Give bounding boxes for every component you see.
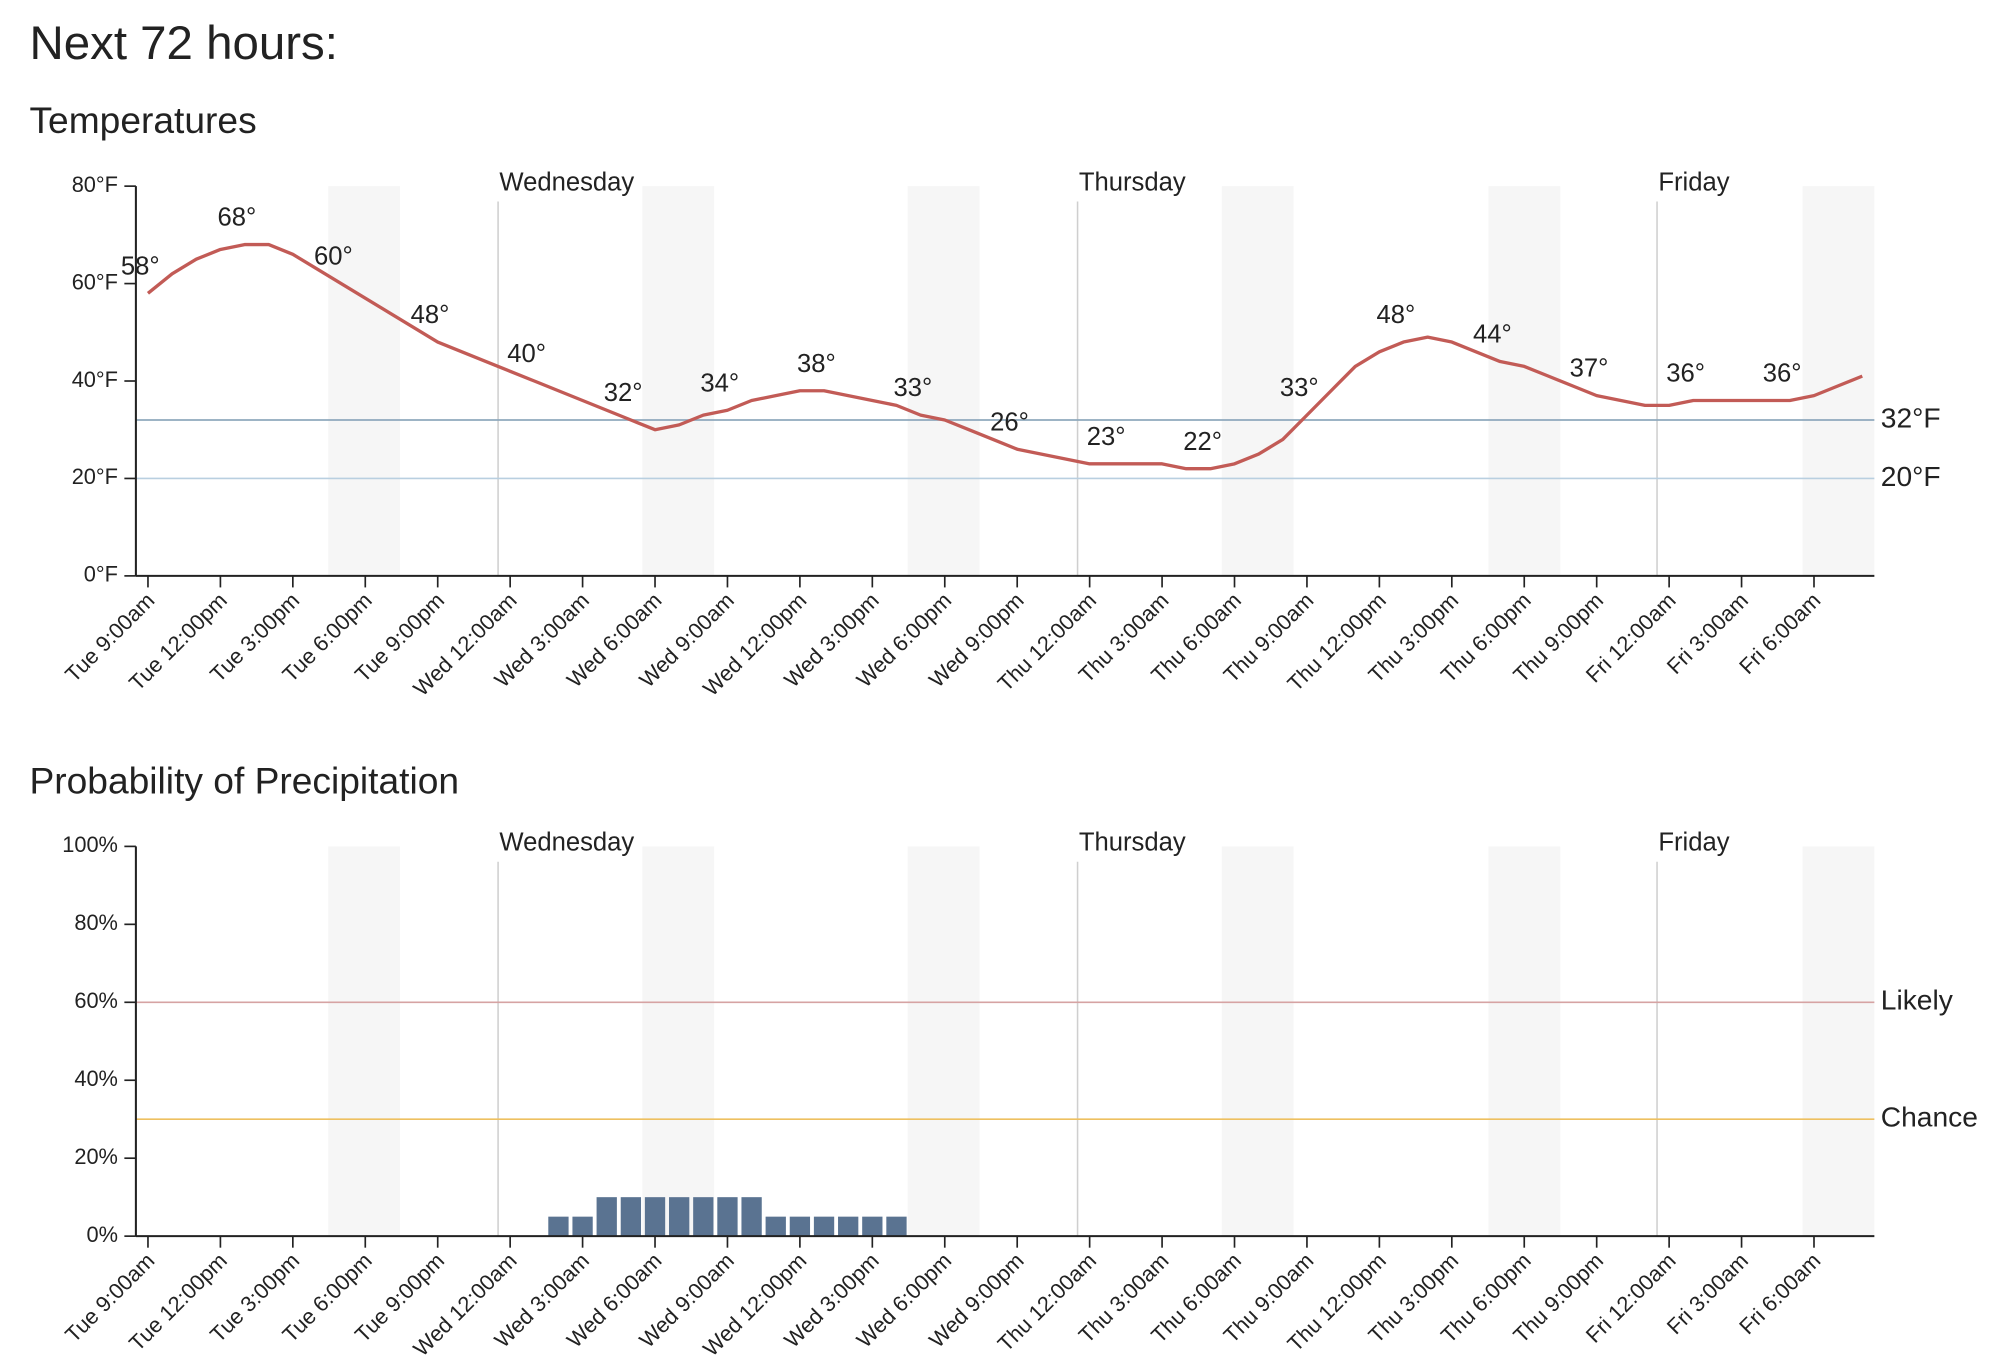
data-label: 26° [990, 408, 1029, 436]
y-tick-label: 20°F [72, 464, 118, 489]
data-label: 58° [121, 252, 160, 280]
night-band [907, 186, 980, 576]
y-tick-label: 40% [74, 1066, 118, 1091]
temperature-line [146, 242, 1863, 471]
data-label: 22° [1183, 428, 1222, 456]
data-label: 37° [1570, 355, 1609, 383]
night-band [1221, 186, 1294, 576]
data-label: 34° [700, 369, 739, 397]
page-heading: Next 72 hours: [29, 17, 337, 70]
y-tick-label: 60% [74, 988, 118, 1013]
bar [669, 1197, 690, 1237]
night-band [907, 846, 980, 1237]
bar [596, 1197, 617, 1237]
reference-label: 32°F [1881, 401, 1941, 433]
night-band [642, 186, 715, 576]
data-label: 23° [1087, 423, 1126, 451]
day-label: Wednesday [499, 168, 634, 196]
bar [789, 1216, 811, 1237]
bar [620, 1197, 642, 1237]
y-tick-label: 80°F [72, 172, 118, 197]
chart-title: Temperatures [29, 99, 256, 141]
data-label: 48° [1376, 301, 1415, 329]
day-label: Wednesday [499, 829, 634, 857]
data-label: 36° [1763, 360, 1802, 388]
y-tick-label: 40°F [72, 367, 118, 392]
data-label: 60° [314, 243, 353, 271]
bar [572, 1216, 593, 1237]
night-band [328, 186, 400, 576]
bar [838, 1216, 859, 1237]
reference-label: Chance [1881, 1101, 1978, 1133]
bar [548, 1216, 569, 1237]
y-tick-label: 20% [74, 1144, 118, 1169]
bar [862, 1216, 883, 1237]
day-label: Friday [1658, 168, 1729, 196]
night-band [1802, 186, 1875, 576]
night-band [328, 846, 400, 1237]
bar [741, 1197, 762, 1237]
data-label: 68° [217, 204, 256, 232]
y-tick-label: 80% [74, 910, 118, 935]
data-label: 48° [411, 301, 450, 329]
night-band [1221, 846, 1294, 1237]
data-label: 33° [894, 374, 933, 402]
chart-title: Probability of Precipitation [29, 759, 459, 801]
data-label: 44° [1473, 321, 1512, 349]
data-label: 36° [1666, 360, 1705, 388]
data-label: 33° [1280, 374, 1319, 402]
reference-label: 20°F [1881, 460, 1941, 492]
bar [644, 1197, 666, 1237]
day-label: Friday [1658, 829, 1729, 857]
bar [717, 1197, 738, 1237]
bar [813, 1216, 835, 1237]
day-label: Thursday [1079, 829, 1186, 857]
night-band [642, 846, 715, 1237]
y-tick-label: 60°F [72, 269, 118, 294]
reference-label: Likely [1881, 984, 1954, 1016]
night-band [1802, 846, 1875, 1237]
data-label: 38° [797, 350, 836, 378]
day-label: Thursday [1079, 168, 1186, 196]
bar [693, 1197, 714, 1237]
bar [765, 1216, 786, 1237]
data-label: 40° [507, 340, 546, 368]
y-tick-label: 100% [62, 832, 118, 857]
bar [886, 1216, 907, 1237]
y-tick-label: 0°F [84, 562, 118, 587]
night-band [1488, 186, 1561, 576]
night-band [1488, 846, 1561, 1237]
data-label: 32° [604, 379, 643, 407]
y-tick-label: 0% [86, 1222, 117, 1247]
